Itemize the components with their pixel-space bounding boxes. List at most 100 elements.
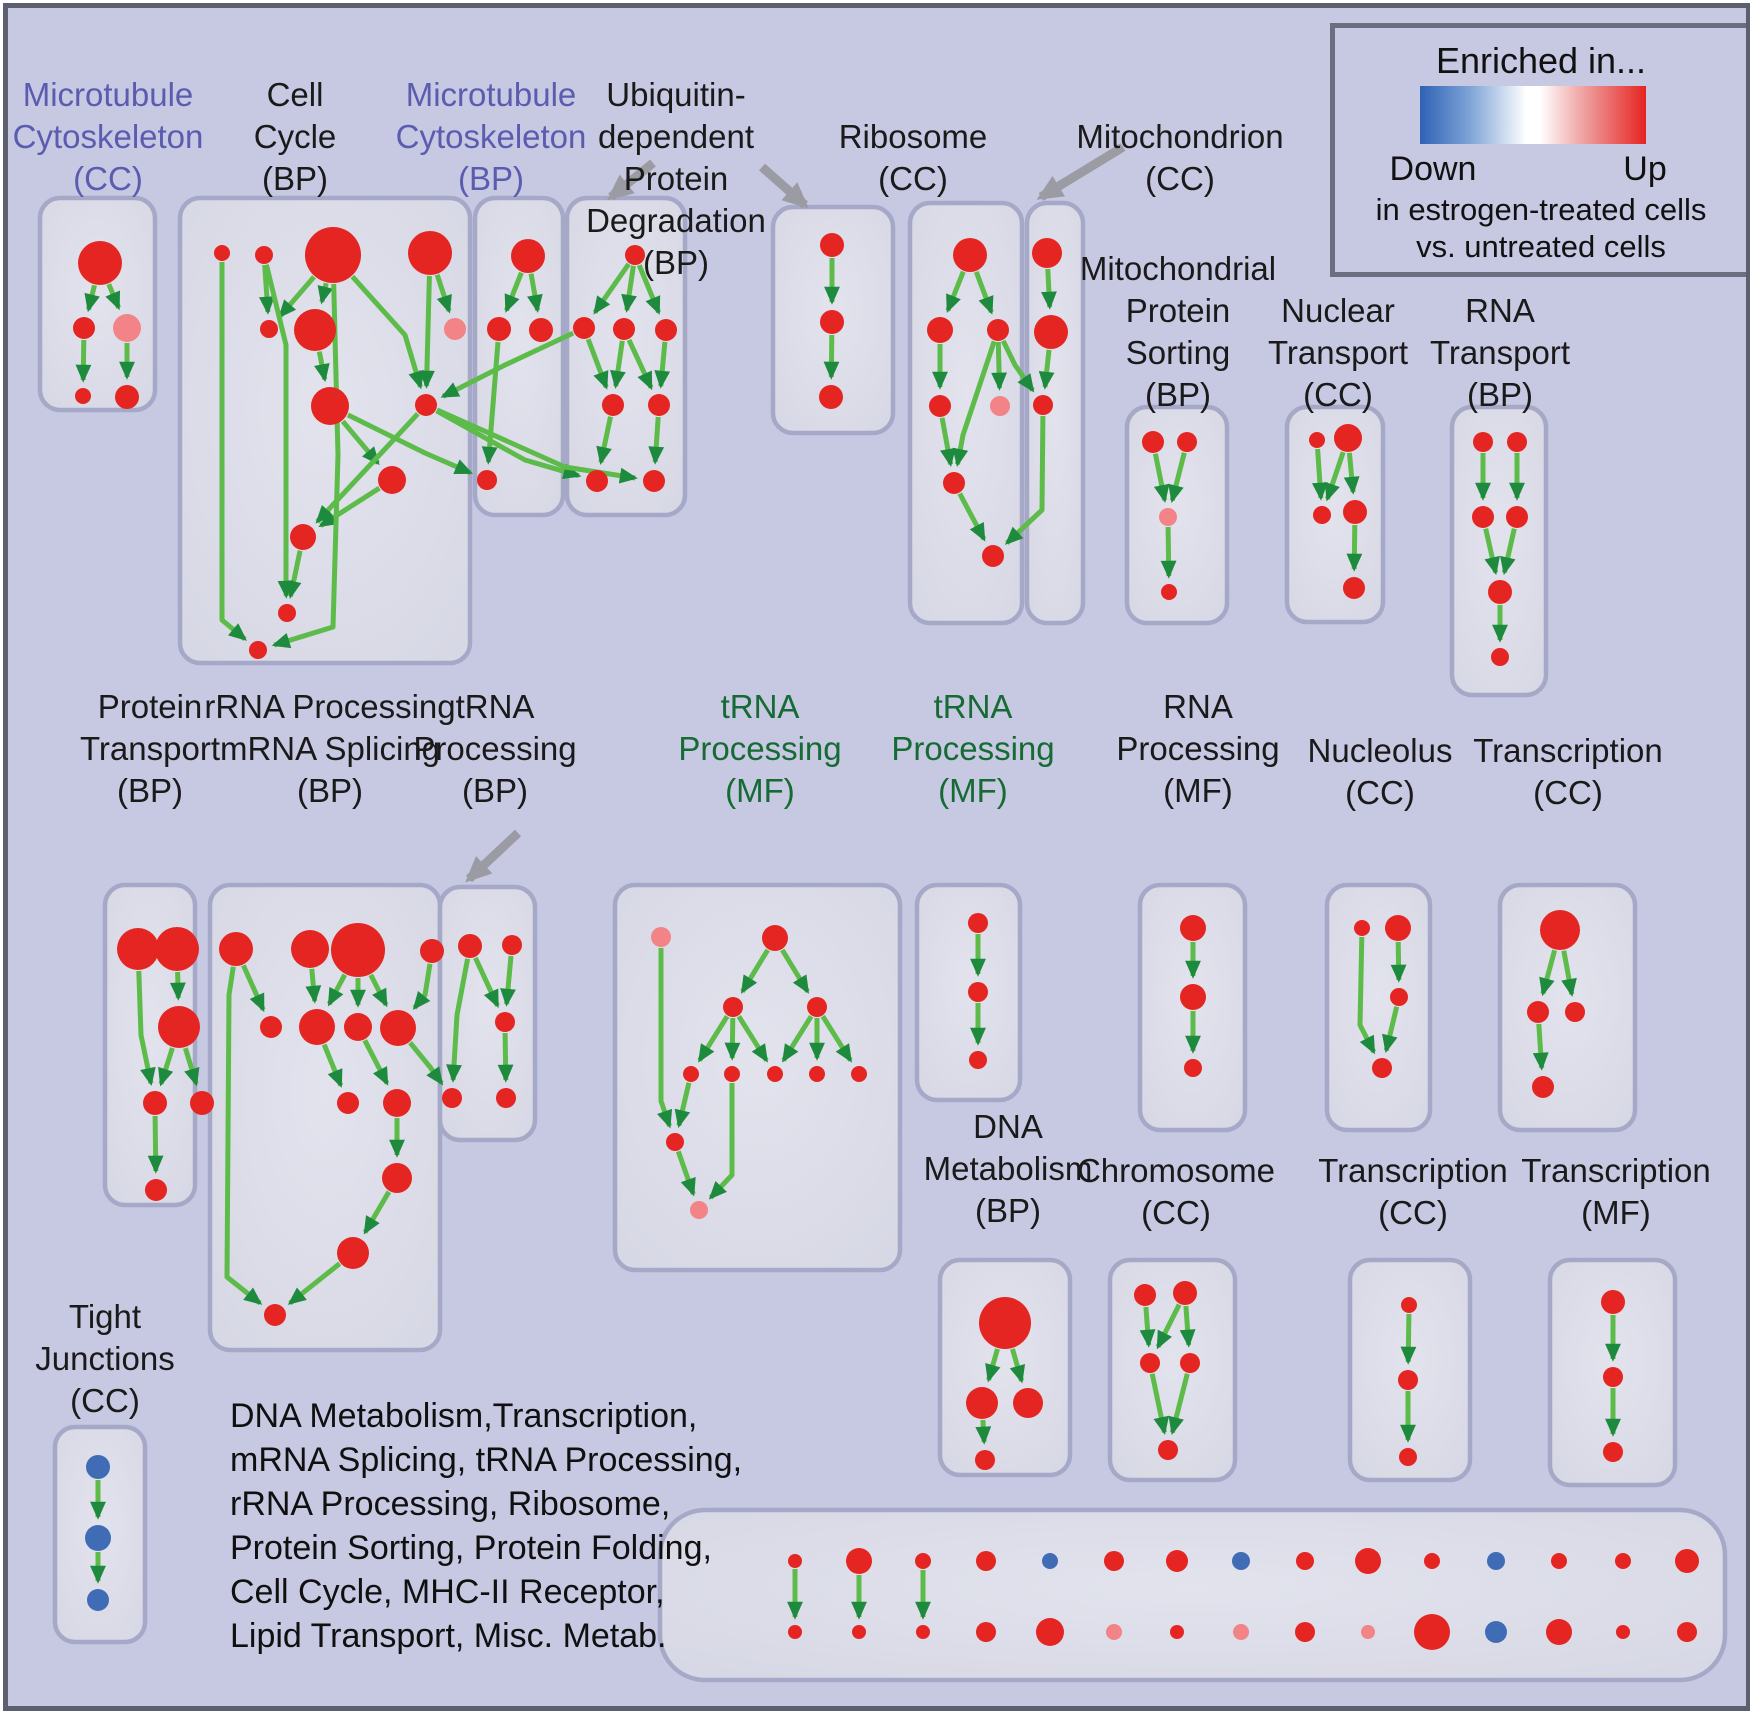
edge-arrow-m3-m5 — [497, 1032, 514, 1083]
edge-arrow-n10-n11 — [675, 1150, 696, 1197]
go-term-node-r1 — [1540, 910, 1580, 950]
go-term-node-i5 — [1343, 577, 1365, 599]
edge-arrow-f6-f7 — [957, 492, 987, 542]
go-term-node-h2 — [1177, 432, 1197, 452]
go-term-node-g1 — [1032, 238, 1062, 268]
cluster-label-nucleolus: Nucleolus (CC) — [1170, 730, 1590, 814]
edge-arrow-b8-b10 — [340, 419, 380, 466]
go-term-node-a3 — [113, 314, 141, 342]
go-term-node-xt7 — [1166, 1550, 1188, 1572]
go-term-node-m3 — [495, 1012, 515, 1032]
go-term-node-b12 — [278, 604, 296, 622]
cluster-label-ribosome: Ribosome (CC) — [703, 116, 1123, 200]
go-term-node-f2 — [927, 317, 953, 343]
go-term-node-d8 — [643, 470, 665, 492]
go-term-node-j4 — [1506, 506, 1528, 528]
edge-arrow-n4-n7 — [781, 1014, 814, 1063]
edge-arrow-k2-k3 — [169, 971, 186, 1001]
cluster-label-line: Microtubule — [22, 76, 194, 113]
cluster-label-line: Transcription — [1318, 1152, 1508, 1189]
go-term-node-m5 — [496, 1088, 516, 1108]
edge-arrow-f3-f6 — [952, 340, 997, 467]
go-term-node-xb6 — [1106, 1624, 1122, 1640]
go-term-node-e1 — [820, 233, 844, 257]
go-term-node-f6 — [943, 472, 965, 494]
go-term-node-k1 — [117, 928, 159, 970]
cluster-label-tight-junctions: Tight Junctions (CC) — [8, 1296, 315, 1422]
edge-arrow-f3-g3 — [1000, 339, 1035, 393]
go-term-node-k6 — [145, 1179, 167, 1201]
go-term-node-m2 — [502, 935, 522, 955]
edge-arrow-f1-f2 — [945, 270, 966, 314]
go-term-node-h3 — [1159, 508, 1177, 526]
go-term-node-l8 — [380, 1010, 416, 1046]
go-term-node-p1 — [1180, 915, 1206, 941]
cluster-label-line: Transcription — [1521, 1152, 1711, 1189]
go-term-node-d6 — [648, 394, 670, 416]
edge-arrow-d1-d2 — [592, 262, 631, 315]
go-term-node-xt10 — [1355, 1548, 1381, 1574]
go-term-node-n3 — [723, 997, 743, 1017]
edge-arrow-b10-b11 — [318, 485, 381, 528]
go-term-node-q3 — [1390, 988, 1408, 1006]
go-term-node-xb5 — [1036, 1618, 1064, 1646]
go-term-node-j5 — [1488, 580, 1512, 604]
go-term-node-n1 — [651, 927, 671, 947]
go-term-node-v3 — [1603, 1442, 1623, 1462]
edge-arrow-a2-a4 — [75, 339, 92, 383]
go-term-node-n5 — [683, 1066, 699, 1082]
edge-arrow-l6-l9 — [321, 1043, 344, 1088]
edge-arrow-n3-n6 — [724, 1017, 741, 1061]
go-term-node-b13 — [249, 641, 267, 659]
cluster-label-line: DNA — [973, 1108, 1043, 1145]
go-term-node-s2 — [966, 1387, 998, 1419]
cluster-label-line: Cytoskeleton — [12, 118, 204, 155]
edge-arrow-n3-n7 — [736, 1014, 769, 1063]
go-term-node-n9 — [851, 1066, 867, 1082]
cluster-label-trna-bp: tRNA Processing (BP) — [285, 686, 705, 812]
go-term-node-f7 — [982, 545, 1004, 567]
edge-arrow-l8-m4 — [408, 1041, 444, 1086]
go-term-node-l3 — [331, 923, 385, 977]
edge-arrow-a1-a3 — [105, 283, 121, 311]
cluster-box-mitochondrion — [1024, 200, 1086, 626]
edge-arrow-d3-d6 — [626, 338, 654, 391]
cluster-label-line: (BP) — [297, 772, 363, 809]
edge-arrow-l11-l12 — [362, 1190, 392, 1235]
cluster-label-microtubule-cc: Microtubule Cytoskeleton (CC) — [8, 74, 318, 200]
go-term-node-k2 — [155, 927, 199, 971]
cluster-label-line: (CC) — [878, 160, 948, 197]
cluster-label-line: Transport — [1268, 334, 1408, 371]
edge-arrow-t1-t3 — [1139, 1306, 1156, 1348]
cluster-label-line: Processing — [1116, 730, 1280, 767]
go-term-node-b9 — [415, 394, 437, 416]
go-term-node-a1 — [78, 241, 122, 285]
cluster-label-line: (BP) — [262, 160, 328, 197]
go-term-node-c4 — [477, 470, 497, 490]
edge-arrow-l4-l8 — [412, 963, 433, 1010]
cluster-label-trna-mf-2: tRNA Processing (MF) — [763, 686, 1183, 812]
cluster-box-nucleolus — [1324, 882, 1433, 1133]
go-term-node-u2 — [1398, 1370, 1418, 1390]
go-term-node-c2 — [487, 317, 511, 341]
cluster-label-line: Microtubule — [405, 76, 577, 113]
cluster-label-chromosome: Chromosome (CC) — [966, 1150, 1386, 1234]
edge-arrow-d6-d8 — [648, 416, 665, 465]
edge-arrow-l3-l8 — [368, 973, 389, 1008]
note-line: Lipid Transport, Misc. Metab. — [230, 1617, 667, 1655]
go-term-node-b8 — [311, 387, 349, 425]
edge-arrow-i4-i5 — [1346, 524, 1363, 572]
go-term-node-g3 — [1033, 395, 1053, 415]
cluster-label-line: (MF) — [1163, 772, 1233, 809]
go-term-node-xt8 — [1232, 1552, 1250, 1570]
cluster-label-line: (CC) — [1533, 774, 1603, 811]
cluster-label-line: (MF) — [1581, 1194, 1651, 1231]
go-term-node-s1 — [979, 1297, 1031, 1349]
go-term-node-n11 — [690, 1201, 708, 1219]
go-term-node-i4 — [1343, 500, 1367, 524]
edge-arrow-i1-i3 — [1311, 448, 1328, 501]
go-term-node-d7 — [586, 470, 608, 492]
go-term-node-l6 — [299, 1009, 335, 1045]
edge-arrow-b4-b9 — [418, 275, 435, 389]
go-term-node-h1 — [1142, 431, 1164, 453]
